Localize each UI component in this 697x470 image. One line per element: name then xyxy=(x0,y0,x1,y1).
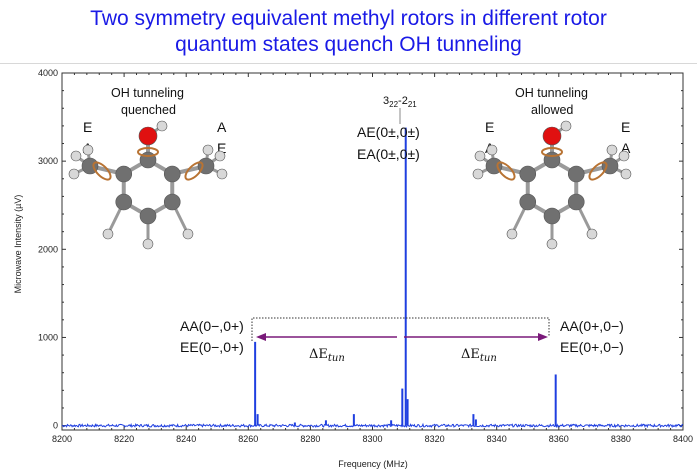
delta-label-right: ΔEtun xyxy=(461,347,497,364)
x-tick-label: 8340 xyxy=(487,434,507,444)
x-tick-label: 8220 xyxy=(114,434,134,444)
right-label-E1: E xyxy=(485,119,494,135)
carbon-atom xyxy=(519,165,537,183)
hydrogen-atom xyxy=(506,228,518,240)
left-label-E2: E xyxy=(217,140,226,156)
center-annotation-bottom: EA(0±,0±) xyxy=(357,146,420,162)
carbon-atom xyxy=(543,207,561,225)
hydrogen-atom xyxy=(214,150,226,162)
oxygen-atom xyxy=(542,126,562,146)
y-tick-label: 2000 xyxy=(38,244,58,254)
chart-title-line-1: Two symmetry equivalent methyl rotors in… xyxy=(90,7,607,30)
hydrogen-atom xyxy=(586,228,598,240)
carbon-atom xyxy=(115,165,133,183)
rotor-ring-right xyxy=(588,161,608,181)
left-molecule-caption-1: OH tunneling xyxy=(111,86,184,100)
x-axis-label: Frequency (MHz) xyxy=(338,459,408,469)
left-label-E1: E xyxy=(83,119,92,135)
rotor-ring-oh xyxy=(137,147,159,157)
spectrum-series xyxy=(61,127,684,429)
molecule-model-left xyxy=(68,120,228,250)
x-tick-label: 8280 xyxy=(300,434,320,444)
carbon-atom xyxy=(163,193,181,211)
hydrogen-atom xyxy=(606,144,618,156)
hydrogen-atom xyxy=(486,144,498,156)
rotor-ring-left xyxy=(496,161,516,181)
left-label-A2: A xyxy=(217,119,227,135)
delta-label-left: ΔEtun xyxy=(309,347,345,364)
carbon-atom xyxy=(519,193,537,211)
y-tick-label: 1000 xyxy=(38,332,58,342)
chart-title-line-2: quantum states quench OH tunneling xyxy=(175,33,522,56)
carbon-atom xyxy=(567,165,585,183)
left-annotation-top: AA(0−,0+) xyxy=(180,318,244,334)
right-label-E2: E xyxy=(621,119,630,135)
hydrogen-atom xyxy=(474,150,486,162)
tunneling-bracket xyxy=(251,317,550,341)
carbon-atom xyxy=(163,165,181,183)
chart-title: Two symmetry equivalent methyl rotors in… xyxy=(0,6,697,58)
x-tick-label: 8400 xyxy=(673,434,693,444)
rotor-ring-left xyxy=(92,161,112,181)
carbon-atom xyxy=(115,193,133,211)
x-tick-label: 8200 xyxy=(52,434,72,444)
hydrogen-atom xyxy=(472,168,484,180)
axis-ticks: 8200 8220 8240 8260 8280 8300 8320 8340 8360 8380… xyxy=(38,68,693,444)
right-molecule-caption-1: OH tunneling xyxy=(515,86,588,100)
rotor-ring-oh xyxy=(541,147,563,157)
hydrogen-atom xyxy=(142,238,154,250)
right-molecule-caption-2: allowed xyxy=(531,103,573,117)
hydrogen-atom xyxy=(102,228,114,240)
transition-label: 322-221 xyxy=(383,95,417,109)
y-tick-label: 4000 xyxy=(38,68,58,78)
carbon-atom xyxy=(139,207,157,225)
hydrogen-atom xyxy=(182,228,194,240)
left-molecule: OH tunneling quenched E A A E xyxy=(68,86,228,250)
title-divider xyxy=(0,63,697,64)
hydrogen-atom xyxy=(156,120,168,132)
x-tick-label: 8300 xyxy=(362,434,382,444)
y-tick-label: 0 xyxy=(53,421,58,431)
right-molecule: OH tunneling allowed E A E A xyxy=(472,86,632,250)
y-tick-label: 3000 xyxy=(38,156,58,166)
y-axis-label: Microwave Intensity (µV) xyxy=(13,195,23,294)
molecule-model-right xyxy=(472,120,632,250)
hydrogen-atom xyxy=(202,144,214,156)
hydrogen-atom xyxy=(620,168,632,180)
x-tick-label: 8360 xyxy=(549,434,569,444)
x-tick-label: 8380 xyxy=(611,434,631,444)
hydrogen-atom xyxy=(82,144,94,156)
hydrogen-atom xyxy=(70,150,82,162)
right-annotation-top: AA(0+,0−) xyxy=(560,318,624,334)
hydrogen-atom xyxy=(618,150,630,162)
delta-arrow-right xyxy=(404,333,548,341)
right-annotation-bottom: EE(0+,0−) xyxy=(560,339,624,355)
delta-arrow-left xyxy=(256,333,397,341)
hydrogen-atom xyxy=(546,238,558,250)
center-annotation-top: AE(0±,0±) xyxy=(357,124,420,140)
left-molecule-caption-2: quenched xyxy=(121,103,176,117)
left-annotation-bottom: EE(0−,0+) xyxy=(180,339,244,355)
right-label-A2: A xyxy=(621,140,631,156)
rotor-ring-right xyxy=(184,161,204,181)
x-tick-label: 8320 xyxy=(425,434,445,444)
hydrogen-atom xyxy=(216,168,228,180)
x-tick-label: 8260 xyxy=(238,434,258,444)
spectrum-baseline xyxy=(61,422,684,429)
oxygen-atom xyxy=(138,126,158,146)
x-tick-label: 8240 xyxy=(176,434,196,444)
hydrogen-atom xyxy=(560,120,572,132)
hydrogen-atom xyxy=(68,168,80,180)
carbon-atom xyxy=(567,193,585,211)
